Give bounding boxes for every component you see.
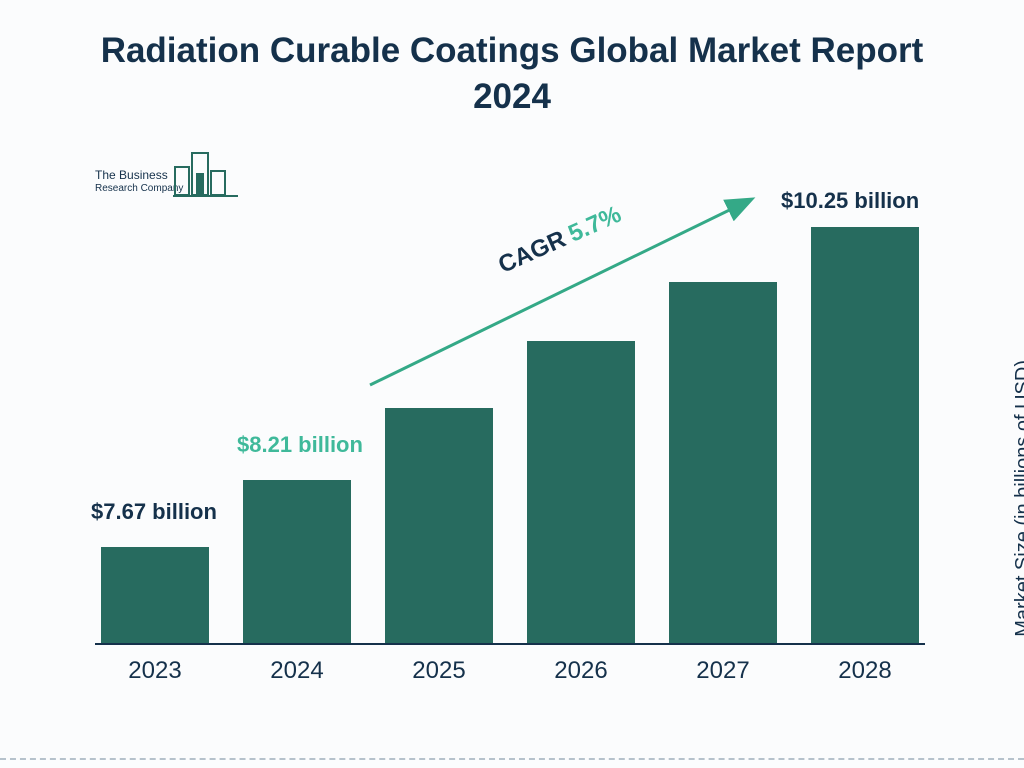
y-axis-label: Market Size (in billions of USD) (1012, 360, 1024, 637)
value-label-2023: $7.67 billion (91, 499, 221, 525)
bar-2027 (669, 282, 777, 643)
bar-chart: 2023 2024 2025 2026 2027 2028 $7.67 bill… (95, 150, 925, 690)
bar-2023 (101, 547, 209, 643)
cagr-label: CAGR5.7% (494, 200, 625, 279)
x-axis-baseline (95, 643, 925, 645)
xlabel-2027: 2027 (663, 657, 783, 685)
bar-2028 (811, 227, 919, 643)
value-label-2028: $10.25 billion (781, 188, 981, 214)
bar-2025 (385, 408, 493, 643)
xlabel-2026: 2026 (521, 657, 641, 685)
xlabel-2028: 2028 (805, 657, 925, 685)
bar-2024 (243, 480, 351, 643)
cagr-prefix: CAGR (494, 225, 570, 278)
xlabel-2023: 2023 (95, 657, 215, 685)
bar-2026 (527, 341, 635, 643)
chart-title: Radiation Curable Coatings Global Market… (0, 28, 1024, 119)
footer-divider (0, 758, 1024, 760)
cagr-value: 5.7% (564, 200, 625, 247)
xlabel-2025: 2025 (379, 657, 499, 685)
value-label-2024: $8.21 billion (237, 432, 367, 458)
xlabel-2024: 2024 (237, 657, 357, 685)
cagr-arrow-icon (95, 150, 925, 690)
